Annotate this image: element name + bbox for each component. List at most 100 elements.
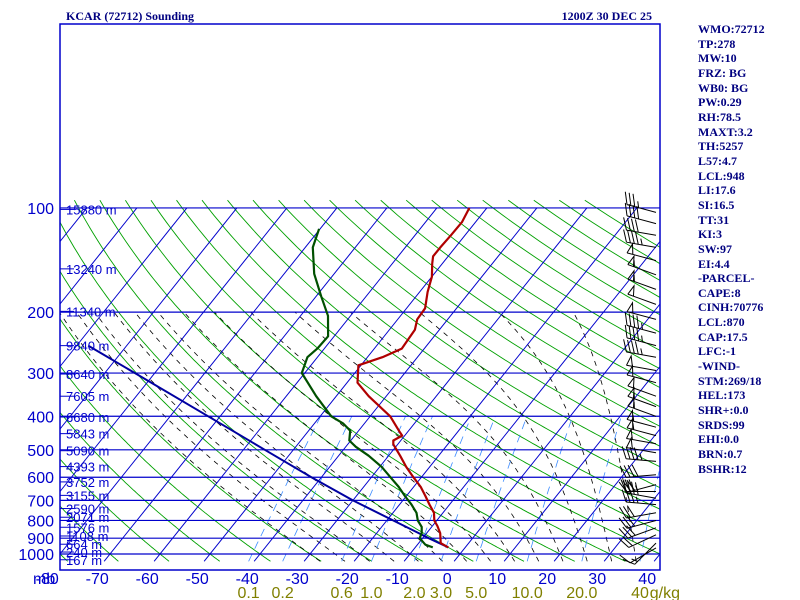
isotherm: [453, 303, 660, 562]
moist-adiabat: [250, 311, 516, 562]
mixing-ratio-label: 0.6: [331, 585, 353, 600]
isotherm: [203, 207, 488, 562]
dry-adiabat: [278, 199, 660, 468]
sounding-index: LCL:948: [698, 168, 745, 183]
dry-adiabat: [329, 199, 660, 427]
mixing-ratio-label: 10.0: [512, 585, 543, 600]
temperature-tick-label: 0: [443, 571, 452, 588]
wind-barb: [624, 202, 657, 225]
temperature-tick-label: -60: [136, 571, 159, 588]
mixing-ratio-label: 0.1: [237, 585, 259, 600]
wind-barb: [627, 254, 657, 276]
isotherm: [553, 428, 660, 562]
sounding-index: CAPE:8: [698, 285, 741, 300]
temperature-tick-label: 20: [538, 571, 556, 588]
height-label: 2590 m: [66, 502, 109, 517]
isotherm: [603, 490, 660, 562]
isotherm: [103, 207, 388, 562]
sounding-index: EHI:0.0: [698, 432, 740, 447]
mixing-ratio-line: [371, 416, 433, 562]
sounding-index: TT:31: [698, 212, 730, 227]
chart-title: KCAR (72712) Sounding: [66, 9, 194, 23]
moist-adiabat: [214, 311, 492, 562]
dry-adiabat: [60, 318, 322, 562]
height-label: 7605 m: [66, 389, 109, 404]
height-label: 664 m: [66, 537, 102, 552]
dry-adiabat: [405, 199, 660, 370]
temperature-trace: [356, 207, 471, 549]
sounding-index: HEL:173: [698, 388, 746, 403]
mixing-ratio-label: 2.0: [403, 585, 425, 600]
isotherm: [403, 240, 660, 562]
wind-barb: [624, 312, 657, 334]
moist-adiabat: [76, 311, 346, 562]
wind-barb: [620, 479, 656, 492]
pressure-tick-label: 400: [27, 409, 54, 426]
height-label: 1108 m: [66, 529, 108, 544]
moist-adiabat: [294, 311, 540, 562]
mixing-ratio-line: [526, 416, 573, 562]
pressure-tick-label: 500: [27, 443, 54, 460]
sounding-traces: [87, 207, 471, 549]
dry-adiabat: [60, 270, 373, 562]
height-label: 6680 m: [66, 410, 109, 425]
wind-barb: [626, 354, 657, 371]
isotherm: [303, 207, 588, 562]
dry-adiabat: [60, 505, 119, 562]
mixing-ratio-line: [581, 416, 622, 562]
wind-barb: [618, 515, 657, 529]
wind-barb: [619, 464, 657, 478]
temperature-tick-label: -50: [186, 571, 209, 588]
mixing-ratio-line: [282, 416, 353, 562]
moist-adiabat: [572, 311, 637, 562]
mixing-ratio-line: [414, 416, 472, 562]
temperature-tick-label: -40: [236, 571, 259, 588]
sounding-index: LI:17.6: [698, 183, 736, 198]
height-label: 9840 m: [66, 339, 109, 354]
plot-border: [59, 23, 661, 571]
sounding-index: SHR+:0.0: [698, 403, 749, 418]
mixing-ratio-line: [440, 416, 496, 562]
height-label: 3752 m: [66, 475, 109, 490]
height-label: 4393 m: [66, 460, 109, 475]
sounding-index: LFC:-1: [698, 344, 736, 359]
sounding-index: PW:0.29: [698, 95, 742, 110]
wind-barb: [626, 242, 657, 262]
sounding-index: TH:5257: [698, 139, 744, 154]
temperature-tick-label: -70: [86, 571, 109, 588]
mixing-ratio-line: [475, 416, 528, 562]
isotherm: [503, 365, 660, 562]
height-label: 13240 m: [66, 262, 117, 277]
moist-adiabat: [60, 312, 321, 562]
height-label: 5090 m: [66, 444, 109, 459]
pressure-tick-label: 800: [27, 513, 54, 530]
temperature-tick-label: -10: [386, 571, 409, 588]
temperature-tick-label: 10: [488, 571, 506, 588]
pressure-axis-label: mb: [33, 571, 55, 588]
sounding-index: -PARCEL-: [698, 271, 755, 286]
wind-barb: [618, 534, 657, 548]
wind-barb: [621, 489, 657, 506]
dry-adiabat: [354, 199, 660, 408]
isotherm: [60, 207, 238, 430]
mixing-ratio-label: 5.0: [465, 585, 487, 600]
wind-barb-column: [618, 191, 657, 565]
sounding-index: SRDS:99: [698, 417, 745, 432]
mixing-ratio-line: [248, 416, 322, 562]
isotherm: [253, 207, 538, 562]
dry-adiabat: [201, 199, 660, 532]
isotherm: [60, 207, 288, 493]
isotherm: [60, 207, 338, 555]
wind-barb: [623, 229, 657, 248]
moist-adiabat: [418, 311, 588, 562]
sounding-index: KI:3: [698, 227, 722, 242]
dry-adiabat: [125, 199, 575, 562]
height-label: 2071 m: [66, 510, 109, 525]
mixing-ratio-label: 20.0: [566, 585, 597, 600]
height-label: 8640 m: [66, 367, 109, 382]
mixing-ratio-line: [639, 466, 660, 562]
sounding-index: TP:278: [698, 36, 736, 51]
temperature-tick-label: -20: [336, 571, 359, 588]
sounding-index: WMO:72712: [698, 22, 765, 36]
